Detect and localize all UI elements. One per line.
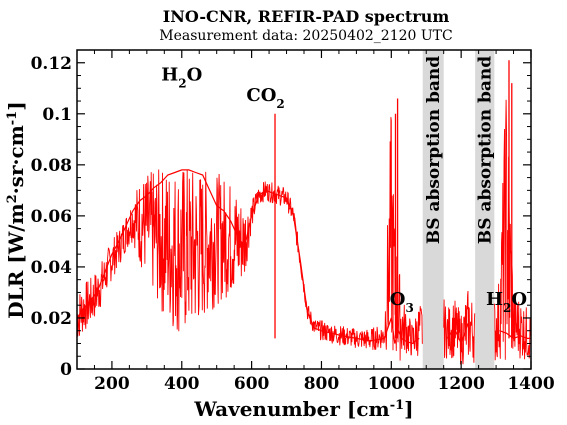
annotation-h2o-right: H2O — [486, 289, 527, 315]
x-tick-label-1400: 1400 — [507, 374, 554, 394]
x-tick-label-600: 600 — [234, 374, 270, 394]
y-tick-label-0.08: 0.08 — [31, 156, 72, 176]
x-axis-label: Wavenumber [cm-1] — [193, 397, 413, 421]
bands-layer: BS absorption band BS absorption band — [422, 50, 496, 369]
x-tick-label-1000: 1000 — [368, 374, 415, 394]
y-tick-label-0.02: 0.02 — [31, 309, 72, 329]
x-tick-label-800: 800 — [304, 374, 340, 394]
x-tick-label-1200: 1200 — [437, 374, 484, 394]
y-tick-label-0.1: 0.1 — [42, 105, 72, 125]
y-tick-label-0: 0 — [60, 360, 72, 380]
y-tick-label-0.12: 0.12 — [31, 54, 72, 74]
absorption-band-1 — [422, 50, 444, 369]
absorption-band-2 — [475, 50, 495, 369]
axis-ticks: 200 400 600 800 1000 1200 1400 0 0.02 0.04 0.06 0.0… — [31, 50, 555, 394]
annotation-h2o-left: H2O — [161, 65, 202, 91]
annotation-o3: O3 — [390, 289, 414, 315]
absorption-band-label-1: BS absorption band — [424, 56, 444, 244]
spectrum-envelope — [76, 99, 532, 366]
y-tick-label-0.06: 0.06 — [31, 207, 72, 227]
absorption-band-label-2: BS absorption band — [476, 56, 496, 244]
x-tick-label-200: 200 — [94, 374, 130, 394]
x-tick-label-400: 400 — [164, 374, 200, 394]
spectrum-noise-trace — [76, 99, 532, 366]
annotation-co2: CO2 — [246, 85, 284, 111]
annotations-layer: H2O CO2 O3 H2O — [161, 65, 527, 316]
spectrum-line — [76, 169, 531, 346]
chart-subtitle: Measurement data: 20250402_2120 UTC — [159, 28, 452, 44]
chart-title: INO-CNR, REFIR-PAD spectrum — [163, 7, 450, 26]
y-axis-label: DLR [W/m2·sr·cm-1] — [4, 101, 28, 318]
y-tick-label-0.04: 0.04 — [31, 258, 73, 278]
spectrum-line-layer — [76, 60, 531, 346]
